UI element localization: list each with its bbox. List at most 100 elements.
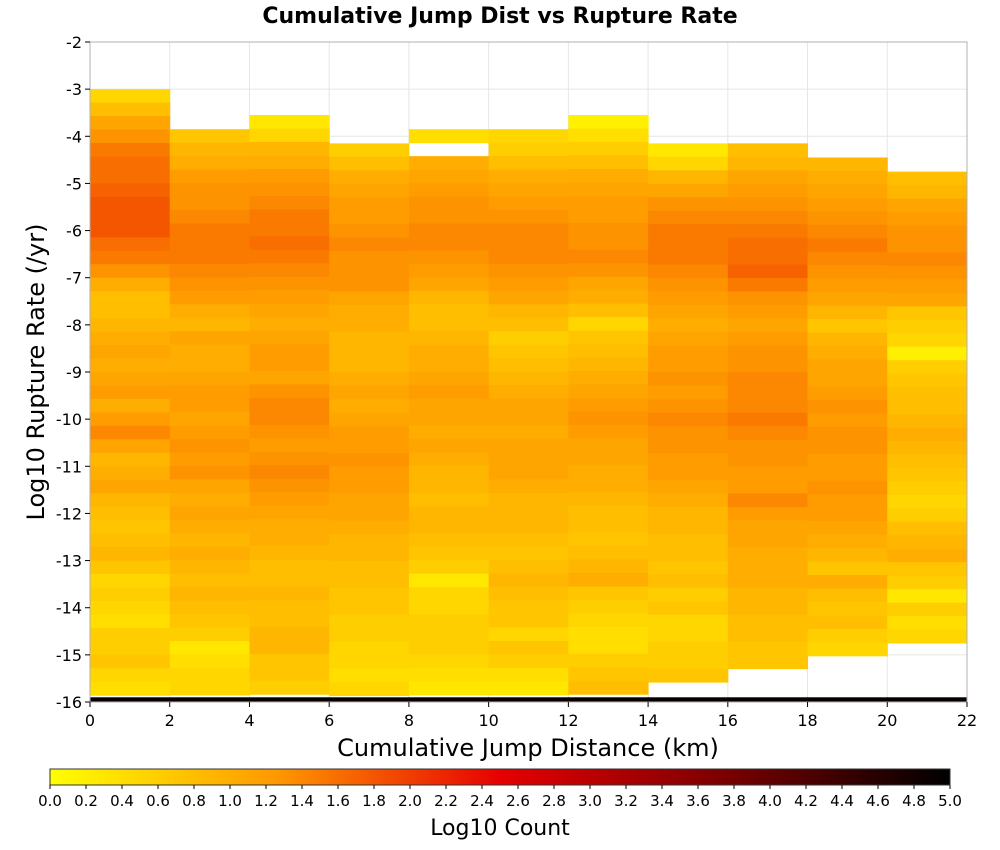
x-tick-label: 12 [558, 711, 578, 730]
heatmap-cell [408, 533, 490, 548]
heatmap-cell [568, 128, 649, 143]
heatmap-cell [727, 304, 809, 319]
heatmap-cell [648, 587, 729, 602]
heatmap-cell [727, 507, 809, 521]
heatmap-cell [90, 654, 171, 669]
heatmap-cell [648, 412, 729, 427]
heatmap-cell [169, 641, 250, 655]
heatmap-cell [568, 276, 649, 291]
heatmap-cell [169, 614, 250, 629]
heatmap-cell [488, 183, 569, 198]
heatmap-cell [408, 614, 490, 629]
heatmap-cell [329, 237, 410, 252]
heatmap-cell [807, 628, 888, 643]
heatmap-cell [727, 453, 809, 468]
heatmap-cell [648, 170, 729, 185]
heatmap-cell [568, 249, 649, 264]
heatmap-cell [90, 331, 171, 346]
heatmap-cell [727, 278, 809, 293]
heatmap-cell [249, 411, 330, 426]
heatmap-cell [249, 697, 330, 702]
colorbar-tick-label: 4.8 [902, 792, 926, 810]
heatmap-cell [807, 224, 888, 239]
heatmap-cell [169, 600, 250, 615]
heatmap-cell [727, 331, 809, 346]
heatmap-cell [249, 168, 330, 183]
heatmap-cell [887, 521, 968, 536]
heatmap-cell [807, 278, 888, 293]
heatmap-cell [249, 276, 330, 291]
heatmap-cell [648, 183, 729, 198]
heatmap-cell [90, 398, 171, 413]
heatmap-cell [169, 183, 250, 198]
heatmap-cell [90, 143, 171, 157]
heatmap-cell [727, 197, 809, 212]
x-axis-label: Cumulative Jump Distance (km) [337, 734, 719, 762]
heatmap-cell [488, 277, 569, 292]
y-tick-label: -6 [66, 222, 82, 241]
heatmap-cell [488, 344, 569, 359]
heatmap-cell [169, 398, 250, 413]
heatmap-cell [329, 697, 410, 702]
heatmap-cell [648, 507, 729, 521]
heatmap-cell [329, 547, 410, 562]
heatmap-cell [568, 370, 649, 385]
heatmap-cell [488, 398, 569, 413]
heatmap-cell [807, 265, 888, 280]
heatmap-cell [329, 614, 410, 629]
heatmap-cell [169, 479, 250, 494]
heatmap-cell [90, 697, 171, 702]
heatmap-cell [887, 279, 968, 294]
heatmap-cell [887, 306, 968, 321]
heatmap-cell [329, 574, 410, 589]
heatmap-cell [727, 183, 809, 198]
heatmap-cell [90, 452, 171, 467]
x-tick-label: 8 [404, 711, 414, 730]
heatmap-cell [727, 210, 809, 225]
heatmap-cell [488, 317, 569, 332]
heatmap-cell [488, 223, 569, 238]
heatmap-cell [887, 400, 968, 415]
heatmap-cell [169, 304, 250, 319]
heatmap-cell [329, 183, 410, 198]
heatmap-cell [249, 330, 330, 345]
heatmap-cell [807, 588, 888, 603]
heatmap-cell [488, 654, 569, 669]
heatmap-cell [887, 373, 968, 388]
heatmap-cell [568, 142, 649, 156]
heatmap-cell [90, 466, 171, 481]
heatmap-cell [488, 533, 569, 548]
colorbar-tick-label: 1.6 [326, 792, 350, 810]
heatmap-cell [807, 561, 888, 576]
heatmap-cell [249, 680, 330, 695]
heatmap-cell [249, 397, 330, 412]
heatmap-cell [648, 520, 729, 535]
heatmap-cell [648, 480, 729, 495]
colorbar-tick-label: 0.0 [38, 792, 62, 810]
y-tick-label: -10 [56, 410, 82, 429]
heatmap-cell [169, 169, 250, 184]
colorbar-tick-label: 2.0 [398, 792, 422, 810]
x-tick-label: 0 [85, 711, 95, 730]
heatmap-cell [568, 697, 649, 702]
heatmap-cell [488, 129, 569, 144]
heatmap-cell [727, 480, 809, 495]
x-axis-ticks: 0 2 4 6 8 10 12 14 16 18 20 22 [85, 702, 977, 730]
heatmap-cell [568, 263, 649, 278]
y-tick-label: -16 [56, 693, 82, 712]
heatmap-cell [169, 425, 250, 440]
heatmap-cell [648, 453, 729, 468]
heatmap-cell [648, 641, 729, 656]
heatmap-cell [90, 547, 171, 562]
heatmap-cell [887, 508, 968, 523]
y-tick-label: -7 [66, 269, 82, 288]
heatmap-cell [408, 654, 490, 669]
heatmap-cell [488, 614, 569, 629]
heatmap-cell [887, 225, 968, 240]
heatmap-cell [648, 547, 729, 562]
heatmap-cell [887, 562, 968, 577]
heatmap-cell [408, 573, 490, 588]
heatmap-cell [488, 573, 569, 588]
heatmap-cell [249, 546, 330, 561]
heatmap-cell [727, 170, 809, 185]
